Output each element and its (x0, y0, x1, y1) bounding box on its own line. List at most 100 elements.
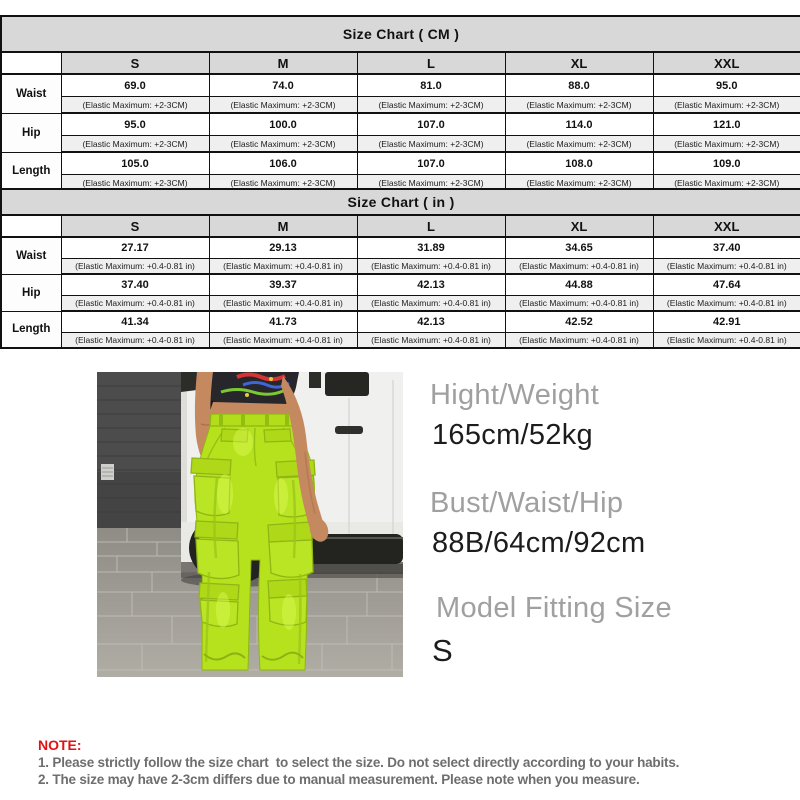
size-value-cell: 42.91 (652, 310, 800, 333)
elastic-note-cell: (Elastic Maximum: +0.4-0.81 in) (208, 295, 358, 312)
elastic-note-row: (Elastic Maximum: +0.4-0.81 in) (Elastic… (1, 295, 800, 312)
size-value-cell: 95.0 (652, 73, 800, 97)
size-value-cell: 95.0 (60, 112, 210, 136)
neon-cargo-pants (190, 413, 316, 671)
col-header-xl: XL (504, 214, 654, 238)
size-value-cell: 107.0 (356, 151, 506, 175)
col-header-xxl: XXL (652, 214, 800, 238)
right-arm (281, 376, 329, 542)
col-header-s: S (60, 214, 210, 238)
size-value-cell: 37.40 (652, 236, 800, 259)
corner-cell (0, 214, 62, 238)
size-chart-in-table: Size Chart ( in ) S M L XL XXL Waist 27.… (0, 188, 800, 349)
table-title-row: Size Chart ( in ) (0, 188, 800, 216)
elastic-note-row: (Elastic Maximum: +0.4-0.81 in) (Elastic… (1, 332, 800, 349)
left-arm (194, 372, 223, 473)
note-line-2: 2. The size may have 2-3cm differs due t… (38, 772, 640, 787)
size-value-cell: 81.0 (356, 73, 506, 97)
elastic-note-cell: (Elastic Maximum: +0.4-0.81 in) (356, 258, 506, 275)
size-value-cell: 69.0 (60, 73, 210, 97)
bust-waist-hip-value: 88B/64cm/92cm (432, 527, 646, 559)
size-value-cell: 74.0 (208, 73, 358, 97)
size-value-cell: 27.17 (60, 236, 210, 259)
elastic-note-cell: (Elastic Maximum: +2-3CM) (356, 135, 506, 153)
elastic-note-cell: (Elastic Maximum: +2-3CM) (652, 135, 800, 153)
col-header-xl: XL (504, 51, 654, 75)
waistband (209, 413, 299, 427)
elastic-note-cell: (Elastic Maximum: +0.4-0.81 in) (60, 332, 210, 349)
elastic-note-cell: (Elastic Maximum: +2-3CM) (504, 135, 654, 153)
elastic-note-cell: (Elastic Maximum: +0.4-0.81 in) (504, 295, 654, 312)
col-header-l: L (356, 214, 506, 238)
size-value-cell: 42.13 (356, 310, 506, 333)
size-value-cell: 109.0 (652, 151, 800, 175)
elastic-note-cell: (Elastic Maximum: +0.4-0.81 in) (652, 258, 800, 275)
col-header-m: M (208, 51, 358, 75)
col-header-l: L (356, 51, 506, 75)
elastic-note-row: (Elastic Maximum: +0.4-0.81 in) (Elastic… (1, 258, 800, 275)
table-row: Length 105.0 106.0 107.0 108.0 109.0 (0, 151, 800, 192)
note-title: NOTE: (38, 737, 82, 753)
corner-cell (0, 51, 62, 75)
table-row: Hip 95.0 100.0 107.0 114.0 121.0 (0, 112, 800, 153)
elastic-note-cell: (Elastic Maximum: +0.4-0.81 in) (208, 258, 358, 275)
table-title-in: Size Chart ( in ) (0, 188, 800, 216)
size-value-cell: 41.34 (60, 310, 210, 333)
row-label-hip: Hip (0, 273, 62, 312)
height-weight-value: 165cm/52kg (432, 419, 593, 451)
row-label-length: Length (0, 310, 62, 349)
col-header-m: M (208, 214, 358, 238)
elastic-note-row: (Elastic Maximum: +2-3CM) (Elastic Maxim… (1, 135, 800, 153)
elastic-note-cell: (Elastic Maximum: +2-3CM) (208, 135, 358, 153)
height-weight-label: Hight/Weight (430, 379, 600, 411)
elastic-note-cell: (Elastic Maximum: +2-3CM) (652, 96, 800, 114)
size-header-row: S M L XL XXL (0, 214, 800, 238)
col-header-xxl: XXL (652, 51, 800, 75)
size-value-cell: 121.0 (652, 112, 800, 136)
row-label-length: Length (0, 151, 62, 192)
table-title-cm: Size Chart ( CM ) (0, 15, 800, 53)
size-value-cell: 107.0 (356, 112, 506, 136)
elastic-note-cell: (Elastic Maximum: +0.4-0.81 in) (60, 295, 210, 312)
size-value-cell: 34.65 (504, 236, 654, 259)
elastic-note-cell: (Elastic Maximum: +0.4-0.81 in) (208, 332, 358, 349)
elastic-note-cell: (Elastic Maximum: +2-3CM) (652, 174, 800, 192)
garage-wall (97, 372, 181, 530)
size-value-cell: 29.13 (208, 236, 358, 259)
table-row: Waist 69.0 74.0 81.0 88.0 95.0 (0, 73, 800, 114)
row-label-waist: Waist (0, 73, 62, 114)
fitting-size-label: Model Fitting Size (436, 592, 672, 624)
size-value-cell: 114.0 (504, 112, 654, 136)
elastic-note-cell: (Elastic Maximum: +0.4-0.81 in) (504, 258, 654, 275)
size-value-cell: 37.40 (60, 273, 210, 296)
elastic-note-cell: (Elastic Maximum: +0.4-0.81 in) (652, 295, 800, 312)
size-value-cell: 31.89 (356, 236, 506, 259)
row-label-waist: Waist (0, 236, 62, 275)
elastic-note-cell: (Elastic Maximum: +0.4-0.81 in) (652, 332, 800, 349)
elastic-note-cell: (Elastic Maximum: +0.4-0.81 in) (504, 332, 654, 349)
table-row: Waist 27.17 29.13 31.89 34.65 37.40 (0, 236, 800, 275)
pant-folds (204, 476, 302, 665)
fitting-size-value: S (432, 633, 453, 668)
elastic-note-cell: (Elastic Maximum: +2-3CM) (60, 135, 210, 153)
size-value-cell: 106.0 (208, 151, 358, 175)
table-row: Length 41.34 41.73 42.13 42.52 42.91 (0, 310, 800, 349)
bust-waist-hip-label: Bust/Waist/Hip (430, 487, 624, 519)
size-header-row: S M L XL XXL (0, 51, 800, 75)
product-photo-illustration (97, 372, 403, 677)
elastic-note-cell: (Elastic Maximum: +2-3CM) (208, 96, 358, 114)
table-title-row: Size Chart ( CM ) (0, 15, 800, 53)
size-value-cell: 88.0 (504, 73, 654, 97)
elastic-note-cell: (Elastic Maximum: +2-3CM) (356, 96, 506, 114)
size-value-cell: 39.37 (208, 273, 358, 296)
model (190, 372, 329, 671)
size-value-cell: 44.88 (504, 273, 654, 296)
note-line-1: 1. Please strictly follow the size chart… (38, 755, 680, 770)
elastic-note-row: (Elastic Maximum: +2-3CM) (Elastic Maxim… (1, 96, 800, 114)
size-chart-cm-table: Size Chart ( CM ) S M L XL XXL Waist 69.… (0, 15, 800, 192)
elastic-note-cell: (Elastic Maximum: +2-3CM) (504, 96, 654, 114)
size-value-cell: 42.13 (356, 273, 506, 296)
size-value-cell: 42.52 (504, 310, 654, 333)
elastic-note-cell: (Elastic Maximum: +0.4-0.81 in) (356, 332, 506, 349)
